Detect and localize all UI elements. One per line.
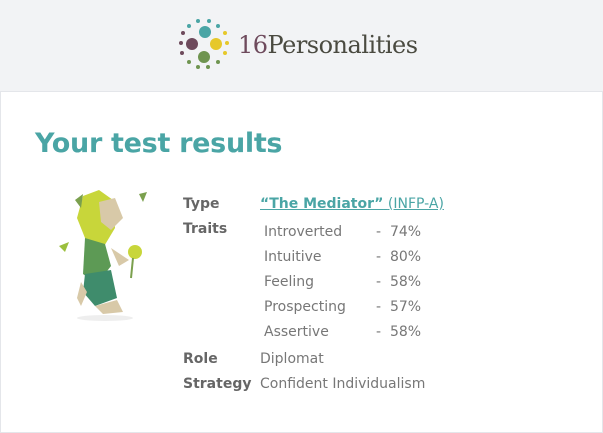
page-title: Your test results — [35, 128, 283, 159]
trait-percent: - 58% — [376, 274, 422, 290]
strategy-label: Strategy — [183, 376, 252, 392]
trait-name: Intuitive — [264, 249, 322, 265]
type-link[interactable]: “The Mediator” (INFP-A) — [260, 196, 444, 212]
type-code: (INFP-A) — [387, 196, 444, 212]
site-header: 16Personalities — [0, 0, 603, 90]
trait-percent: - 57% — [376, 299, 422, 315]
type-name: “The Mediator” — [260, 196, 384, 212]
trait-percent: - 58% — [376, 324, 422, 340]
trait-percent: - 80% — [376, 249, 422, 265]
trait-percent: - 74% — [376, 224, 422, 240]
role-label: Role — [183, 351, 218, 367]
role-value: Diplomat — [260, 351, 324, 367]
type-label: Type — [183, 196, 220, 212]
trait-name: Introverted — [264, 224, 343, 240]
trait-name: Feeling — [264, 274, 315, 290]
mediator-illustration — [59, 190, 147, 321]
logo[interactable]: 16Personalities — [178, 18, 418, 72]
logo-text: 16Personalities — [238, 31, 418, 59]
trait-name: Prospecting — [264, 299, 346, 315]
traits-label: Traits — [183, 221, 228, 237]
logo-dots-icon — [179, 19, 229, 69]
strategy-value: Confident Individualism — [260, 376, 426, 392]
trait-name: Assertive — [264, 324, 329, 340]
